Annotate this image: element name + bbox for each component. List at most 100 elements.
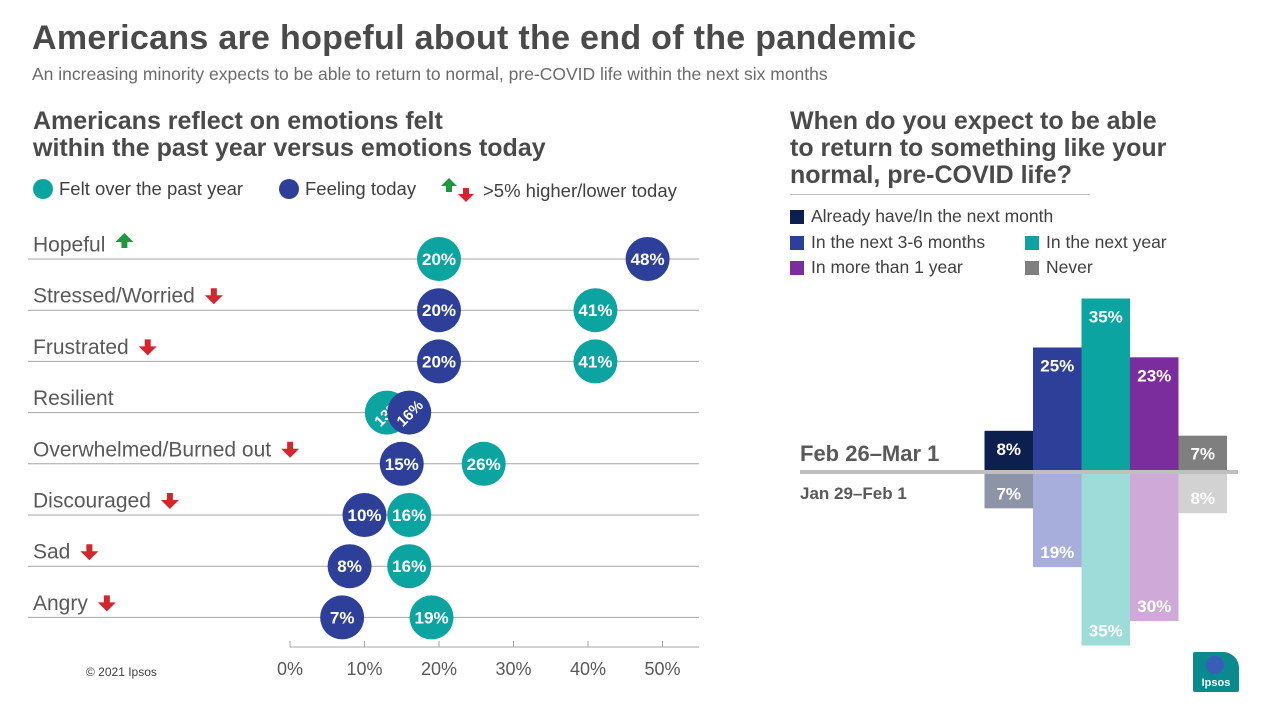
dot-today-angry: 7%: [320, 595, 365, 640]
legend-next-year-label: In the next year: [1046, 232, 1167, 252]
dot-circle: [417, 237, 461, 281]
dot-past-year-sad: 16%: [387, 544, 432, 589]
bar-previous-label: 35%: [1089, 622, 1123, 641]
category-label-hopeful: Hopeful: [33, 234, 105, 257]
legend-next-year: In the next year: [1025, 232, 1167, 253]
dot-value-label: 20%: [422, 250, 456, 269]
page-title: Americans are hopeful about the end of t…: [32, 19, 917, 57]
legend-past-year-label: Felt over the past year: [59, 178, 244, 199]
page-subtitle: An increasing minority expects to be abl…: [32, 64, 828, 84]
legend-3-6-months: In the next 3-6 months: [790, 232, 985, 253]
dot-circle: [342, 493, 387, 537]
x-tick-label: 30%: [495, 659, 531, 679]
dot-value-label: 41%: [578, 301, 612, 320]
legend-swatch-icon: [790, 260, 804, 275]
x-tick-label: 0%: [277, 659, 303, 679]
category-label-frustrated: Frustrated: [33, 336, 129, 359]
dot-circle: [409, 595, 454, 640]
dot-value-label: 16%: [392, 557, 426, 576]
bar-current-in-the-next-3-6-months: [1033, 347, 1082, 470]
dot-past-year-frustrated: 41%: [573, 339, 618, 384]
dot-circle: [327, 544, 372, 589]
legend-change-label: >5% higher/lower today: [483, 180, 677, 201]
down-arrow-icon: [204, 288, 223, 305]
bar-current-label: 8%: [996, 440, 1021, 459]
logo-circle-icon: [1206, 656, 1224, 674]
x-tick-label: 20%: [421, 659, 457, 679]
legend-already-label: Already have/In the next month: [811, 206, 1054, 226]
dot-value-label: 10%: [347, 506, 381, 525]
dot-today-sad: 8%: [327, 544, 372, 589]
category-label-stressed-worried: Stressed/Worried: [33, 285, 195, 308]
dot-circle: [417, 288, 461, 333]
bar-current-label: 7%: [1190, 445, 1215, 464]
dot-value-label: 48%: [631, 250, 665, 269]
emotions-legend: Felt over the past year Feeling today >5…: [33, 178, 713, 204]
dot-today-overwhelmed-burned-out: 15%: [379, 441, 424, 486]
bar-previous-already-have-in-the-next-month: [984, 474, 1033, 509]
bar-previous-in-more-than-1-year: [1130, 474, 1179, 621]
x-tick-label: 40%: [570, 659, 606, 679]
copyright-text: © 2021 Ipsos: [86, 665, 157, 679]
dot-circle: [573, 339, 618, 384]
bar-current-label: 25%: [1040, 357, 1074, 376]
legend-swatch-icon: [1025, 260, 1039, 275]
bar-current-label: 23%: [1137, 366, 1171, 385]
legend-past-year: Felt over the past year: [33, 178, 243, 200]
dot-circle: [387, 493, 432, 537]
dot-past-year-hopeful: 20%: [417, 237, 461, 281]
down-arrow-icon: [160, 493, 179, 509]
dot-value-label: 20%: [422, 352, 456, 371]
ipsos-logo: Ipsos: [1193, 652, 1239, 692]
legend-swatch-icon: [1025, 235, 1039, 250]
category-label-overwhelmed-burned-out: Overwhelmed/Burned out: [33, 438, 271, 461]
bar-current-label: 35%: [1089, 308, 1123, 327]
series-label-jan-feb: Jan 29–Feb 1: [800, 484, 907, 503]
bar-previous-label: 19%: [1040, 543, 1074, 562]
category-label-resilient: Resilient: [33, 387, 114, 410]
legend-change: >5% higher/lower today: [441, 178, 677, 204]
dot-value-label: 7%: [330, 608, 355, 627]
bar-current-in-more-than-1-year: [1130, 357, 1179, 470]
today-dot-icon: [279, 179, 299, 199]
category-label-discouraged: Discouraged: [33, 490, 151, 513]
legend-today-label: Feeling today: [305, 178, 417, 199]
dot-past-year-angry: 19%: [409, 595, 454, 640]
dot-today-stressed-worried: 20%: [417, 288, 461, 333]
dot-circle: [320, 595, 365, 640]
dot-today-hopeful: 48%: [625, 237, 670, 281]
dot-past-year-overwhelmed-burned-out: 26%: [461, 441, 506, 486]
down-arrow-icon: [281, 441, 300, 458]
title-divider: [790, 194, 1090, 195]
series-label-feb-mar: Feb 26–Mar 1: [800, 441, 939, 466]
legend-3-6-months-label: In the next 3-6 months: [811, 232, 986, 252]
bar-current-in-the-next-year: [1081, 298, 1130, 470]
emotions-chart-title: Americans reflect on emotions felt withi…: [33, 108, 653, 162]
bar-previous-label: 7%: [996, 484, 1021, 503]
return-title-line-1: When do you expect to be able: [790, 107, 1157, 135]
bar-current-already-have-in-the-next-month: [984, 430, 1033, 470]
return-title-line-3: normal, pre-COVID life?: [790, 161, 1072, 189]
emotions-title-line-2: within the past year versus emotions tod…: [33, 134, 546, 162]
bar-previous-label: 8%: [1190, 489, 1215, 508]
logo-text: Ipsos: [1201, 677, 1231, 689]
dot-circle: [625, 237, 670, 281]
emotions-title-line-1: Americans reflect on emotions felt: [33, 107, 443, 135]
dot-value-label: 41%: [578, 352, 612, 371]
up-down-arrows-icon: [441, 178, 474, 202]
legend-swatch-icon: [790, 235, 804, 250]
legend-more-than-1-year: In more than 1 year: [790, 257, 963, 278]
legend-never-label: Never: [1046, 257, 1093, 277]
return-legend: Already have/In the next month In the ne…: [790, 206, 1250, 286]
dot-value-label: 16%: [392, 506, 426, 525]
return-chart-title: When do you expect to be able to return …: [790, 108, 1250, 189]
dot-today-resilient: 16%: [387, 390, 432, 435]
bar-previous-in-the-next-year: [1081, 474, 1130, 646]
dot-value-label: 26%: [467, 455, 501, 474]
dot-value-label: 8%: [337, 557, 362, 576]
dot-value-label: 15%: [385, 455, 419, 474]
legend-swatch-icon: [790, 209, 804, 224]
dot-past-year-discouraged: 16%: [387, 493, 432, 537]
down-arrow-icon: [138, 339, 157, 356]
